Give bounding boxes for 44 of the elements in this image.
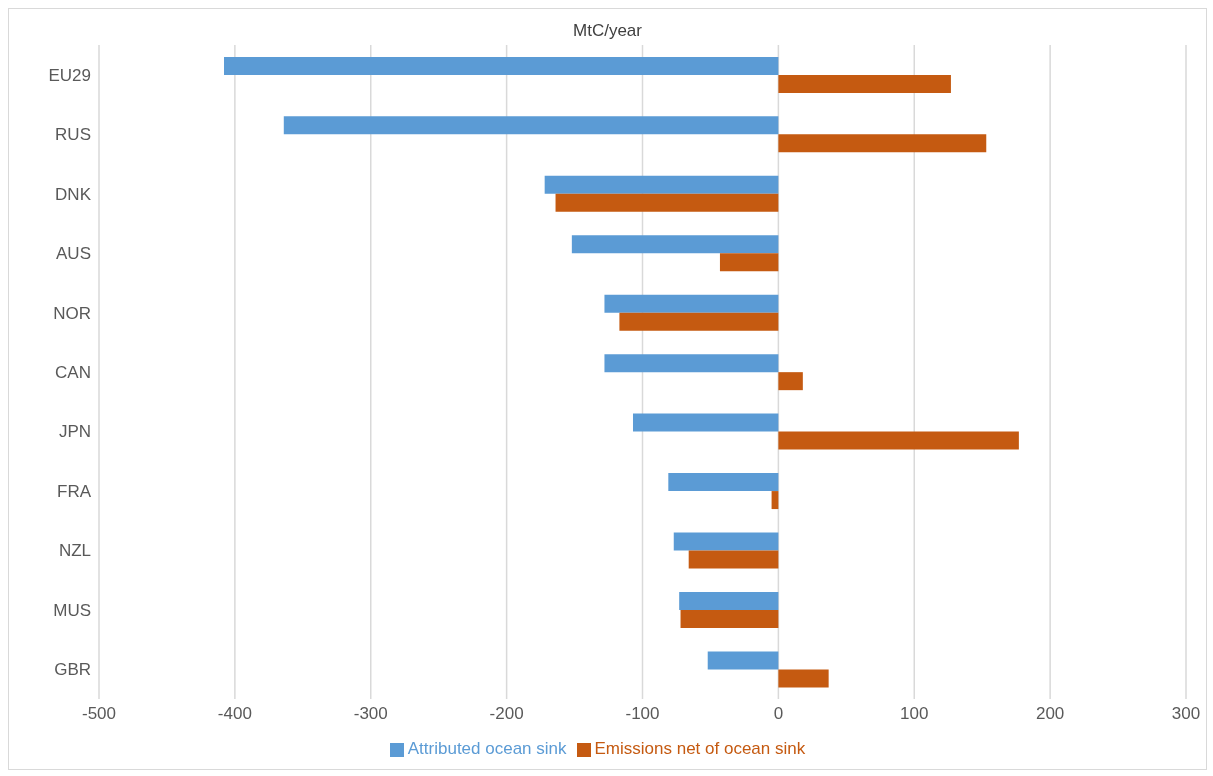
x-tick-label: -500 xyxy=(81,704,117,724)
y-tick-label: DNK xyxy=(55,184,92,204)
y-tick-label: EU29 xyxy=(48,65,91,85)
bar xyxy=(224,56,779,75)
y-tick-label: MUS xyxy=(53,600,91,620)
bar xyxy=(778,372,803,391)
bar xyxy=(778,74,951,93)
y-tick-label: CAN xyxy=(55,363,91,383)
x-tick-label: 100 xyxy=(900,704,929,724)
bar xyxy=(680,609,779,628)
y-tick-label: AUS xyxy=(56,244,91,264)
bar xyxy=(778,669,829,688)
x-tick-label: 0 xyxy=(773,704,784,724)
x-tick-label: -100 xyxy=(625,704,660,724)
bar xyxy=(619,312,779,331)
chart-title: MtC/year xyxy=(572,21,643,41)
x-tick-label: -300 xyxy=(353,704,388,724)
legend-label: Emissions net of ocean sink xyxy=(594,739,806,758)
x-tick-label: -400 xyxy=(217,704,252,724)
y-tick-label: NZL xyxy=(58,541,91,561)
bar xyxy=(673,532,779,551)
bar xyxy=(604,294,779,313)
y-tick-label: NOR xyxy=(53,303,91,323)
y-tick-label: GBR xyxy=(54,660,91,680)
bar xyxy=(604,354,779,373)
bar xyxy=(632,413,779,432)
bar xyxy=(688,550,779,569)
bar xyxy=(778,431,1019,450)
bar xyxy=(283,116,779,135)
bar xyxy=(707,651,779,670)
x-tick-label: 300 xyxy=(1171,704,1201,724)
bar xyxy=(668,473,779,492)
x-tick-label: 200 xyxy=(1035,704,1065,724)
bar xyxy=(719,253,779,272)
bar xyxy=(679,591,779,610)
y-tick-label: JPN xyxy=(58,422,91,442)
bar xyxy=(555,193,779,212)
legend-label: Attributed ocean sink xyxy=(407,739,567,758)
x-tick-label: -200 xyxy=(489,704,524,724)
bar xyxy=(571,235,779,254)
bar xyxy=(778,134,987,153)
y-tick-label: FRA xyxy=(57,481,92,501)
y-tick-label: RUS xyxy=(55,125,91,145)
bar xyxy=(544,175,779,194)
